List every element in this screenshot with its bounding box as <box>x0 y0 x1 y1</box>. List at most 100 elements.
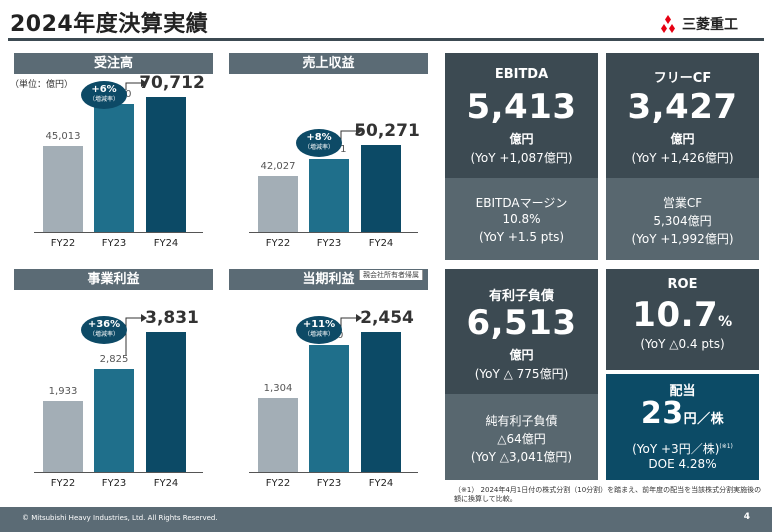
dividend-yoy-note: (※1) <box>719 443 733 450</box>
logo-text: 三菱重工 <box>682 17 738 33</box>
category-label-fy24: FY24 <box>153 478 179 489</box>
category-label-fy24: FY24 <box>368 478 394 489</box>
growth-arrow-icon <box>340 127 362 145</box>
ebitda-yoy: (YoY +1,087億円) <box>470 151 573 165</box>
growth-arrow-icon <box>125 314 147 355</box>
growth-arrow-icon <box>125 79 147 90</box>
footnote: （※1） 2024年4月1日付の株式分割（10分割）を踏まえ、前年度の配当を当該… <box>454 486 762 503</box>
net-debt-yoy: (YoY △3,041億円) <box>470 450 573 464</box>
value-label-fy23: 2,825 <box>99 354 129 365</box>
growth-rate-caption: （増減率） <box>303 331 334 338</box>
growth-arrow-icon <box>340 314 362 331</box>
bar-fy24 <box>361 145 401 232</box>
page-title: 2024年度決算実績 <box>10 12 209 37</box>
chart-baseline <box>249 472 418 473</box>
category-label-fy23: FY23 <box>101 238 127 249</box>
growth-badge: +8% （増減率） <box>296 129 342 157</box>
dividend-card: 配当 23円／株 (YoY +3円／株)(※1) DOE 4.28% <box>606 374 759 480</box>
value-label-fy22: 45,013 <box>45 131 81 142</box>
ebitda-label: EBITDA <box>494 67 549 82</box>
growth-rate-caption: （増減率） <box>88 96 119 103</box>
roe-yoy: (YoY △0.4 pts) <box>640 337 725 351</box>
category-label-fy22: FY22 <box>50 238 76 249</box>
roe-label: ROE <box>667 277 698 292</box>
chart-title: 売上収益 <box>229 53 428 74</box>
category-label-fy24: FY24 <box>368 238 394 249</box>
growth-badge: +6% （増減率） <box>81 81 127 109</box>
chart-title-text: 売上収益 <box>302 56 355 71</box>
category-label-fy22: FY22 <box>265 478 291 489</box>
net-debt-card: 純有利子負債 △64億円 (YoY △3,041億円) <box>445 394 598 480</box>
title-rule <box>8 38 764 41</box>
ebitda-margin-value: 10.8% <box>502 212 541 226</box>
value-label-fy24: 70,712 <box>139 73 205 93</box>
value-label-fy22: 1,304 <box>263 383 293 394</box>
chart-title-note: 親会社所有者帰属 <box>359 270 423 280</box>
chart-baseline <box>34 232 203 233</box>
operating-cf-card: 営業CF 5,304億円 (YoY +1,992億円) <box>606 178 759 260</box>
operating-cf-label: 営業CF <box>662 196 703 210</box>
ebitda-value: 5,413 <box>466 87 577 127</box>
growth-rate: +6% <box>91 84 117 95</box>
bar-fy23 <box>309 159 349 232</box>
category-label-fy22: FY22 <box>50 478 76 489</box>
business-profit-chart: 事業利益 1,933 FY22 2,825 FY23 3,831 FY24 +36% （増減率） <box>14 269 213 500</box>
value-label-fy22: 42,027 <box>260 161 296 172</box>
company-logo: 三菱重工 <box>658 14 738 34</box>
debt-card: 有利子負債 6,513 億円 (YoY △ 775億円) <box>445 269 598 394</box>
free-cf-unit: 億円 <box>670 132 695 146</box>
three-diamonds-icon <box>661 15 675 33</box>
debt-label: 有利子負債 <box>488 289 554 304</box>
bar-fy24 <box>146 332 186 472</box>
value-label-fy24: 2,454 <box>360 308 414 328</box>
chart-title: 当期利益 親会社所有者帰属 <box>229 269 428 290</box>
free-cf-label: フリーCF <box>653 71 712 86</box>
bar-fy24 <box>146 97 186 232</box>
debt-value: 6,513 <box>466 303 577 343</box>
free-cf-card: フリーCF 3,427 億円 (YoY +1,426億円) <box>606 53 759 178</box>
bar-fy24 <box>361 332 401 472</box>
bar-fy23 <box>94 104 134 232</box>
bar-fy22 <box>43 401 83 472</box>
net-debt-value: △64億円 <box>497 432 546 446</box>
dividend-value-row: 23円／株 <box>606 396 759 431</box>
roe-value-row: 10.7% <box>606 295 759 335</box>
chart-title: 受注高 <box>14 53 213 74</box>
dividend-label: 配当 <box>669 384 696 399</box>
growth-rate: +8% <box>306 132 332 143</box>
category-label-fy23: FY23 <box>316 478 342 489</box>
footer-bar: © Mitsubishi Heavy Industries, Ltd. All … <box>0 507 772 532</box>
operating-cf-value: 5,304億円 <box>653 214 712 228</box>
bar-fy22 <box>258 176 298 232</box>
bar-fy22 <box>258 398 298 472</box>
free-cf-yoy: (YoY +1,426億円) <box>631 151 734 165</box>
bar-fy22 <box>43 146 83 232</box>
value-label-fy24: 3,831 <box>145 308 199 328</box>
growth-rate-caption: （増減率） <box>303 144 334 151</box>
growth-badge: +11% （増減率） <box>296 316 342 344</box>
value-label-fy24: 50,271 <box>354 121 420 141</box>
chart-title-text: 事業利益 <box>87 272 140 287</box>
chart-baseline <box>34 472 203 473</box>
growth-rate: +36% <box>87 319 121 330</box>
value-label-fy22: 1,933 <box>48 386 78 397</box>
ebitda-margin-yoy: (YoY +1.5 pts) <box>478 230 565 244</box>
bar-fy23 <box>94 369 134 472</box>
category-label-fy22: FY22 <box>265 238 291 249</box>
category-label-fy24: FY24 <box>153 238 179 249</box>
growth-rate: +11% <box>302 319 336 330</box>
orders-chart: 受注高（単位：億円）45,013FY2266,840FY2370,712FY24… <box>10 53 213 260</box>
free-cf-value: 3,427 <box>627 87 738 127</box>
bar-fy23 <box>309 345 349 472</box>
ebitda-margin-label: EBITDAマージン <box>475 196 568 210</box>
category-label-fy23: FY23 <box>316 238 342 249</box>
operating-cf-yoy: (YoY +1,992億円) <box>631 232 734 246</box>
ebitda-margin-card: EBITDAマージン 10.8% (YoY +1.5 pts) <box>445 178 598 260</box>
ebitda-card: EBITDA 5,413 億円 (YoY +1,087億円) <box>445 53 598 178</box>
net-debt-label: 純有利子負債 <box>485 414 558 428</box>
growth-badge: +36% （増減率） <box>81 316 127 344</box>
dividend-yoy: (YoY +3円／株)(※1) <box>606 440 759 457</box>
dividend-doe: DOE 4.28% <box>648 457 717 471</box>
revenue-chart: 売上収益42,027FY2246,571FY2350,271FY24+8%（増減… <box>229 53 428 260</box>
ebitda-unit: 億円 <box>509 132 534 146</box>
